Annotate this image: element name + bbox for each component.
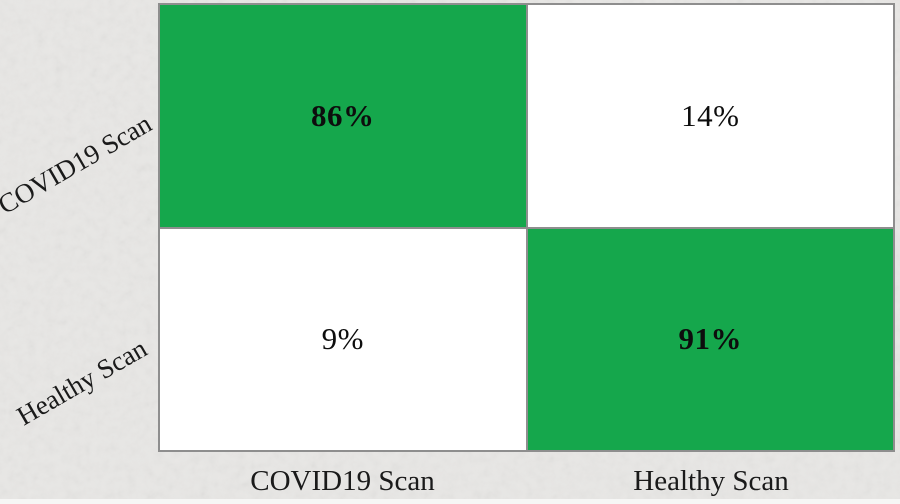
row-label-healthy-scan: Healthy Scan — [11, 332, 152, 432]
matrix-cell-healthy-covid19: 9% — [160, 228, 526, 450]
figure-bottom-edge — [0, 499, 900, 504]
matrix-cell-healthy-healthy: 91% — [527, 228, 893, 450]
matrix-cell-covid19-healthy: 14% — [527, 5, 893, 227]
row-label-covid19-scan: COVID19 Scan — [0, 108, 157, 220]
matrix-cell-covid19-covid19: 86% — [160, 5, 526, 227]
col-label-healthy-scan: Healthy Scan — [633, 465, 789, 497]
matrix-grid: 86% 14% 9% 91% — [158, 3, 895, 452]
col-label-covid19-scan: COVID19 Scan — [250, 465, 435, 497]
